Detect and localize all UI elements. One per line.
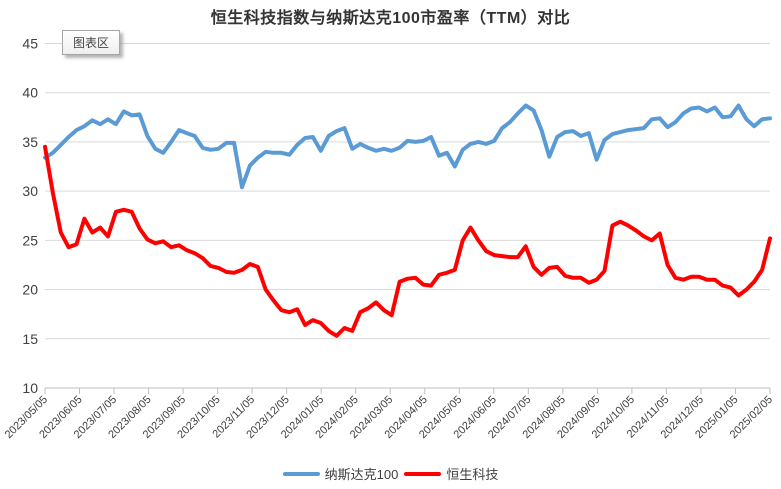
hstech-line[interactable] bbox=[43, 144, 772, 338]
svg-text:35: 35 bbox=[22, 134, 38, 150]
svg-text:45: 45 bbox=[22, 36, 38, 52]
nasdaq100-legend-label: 纳斯达克100 bbox=[324, 467, 399, 482]
legend-item-nasdaq100[interactable]: 纳斯达克100 bbox=[282, 464, 399, 483]
nasdaq100-legend-swatch bbox=[282, 471, 320, 476]
svg-text:20: 20 bbox=[22, 282, 38, 298]
chart-area-tooltip: 图表区 bbox=[62, 30, 121, 55]
svg-text:25: 25 bbox=[22, 232, 38, 248]
y-axis-labels: 10 15 20 25 30 35 40 45 bbox=[22, 36, 38, 397]
hstech-legend-label: 恒生科技 bbox=[446, 467, 499, 482]
svg-text:40: 40 bbox=[22, 85, 38, 101]
gridlines bbox=[45, 43, 770, 340]
svg-text:15: 15 bbox=[22, 331, 38, 347]
svg-text:10: 10 bbox=[22, 380, 38, 396]
nasdaq100-line[interactable] bbox=[43, 103, 772, 190]
x-axis-labels: 2023/05/052023/06/052023/07/052023/08/05… bbox=[3, 394, 775, 441]
hstech-legend-swatch bbox=[404, 471, 442, 476]
legend-item-hstech[interactable]: 恒生科技 bbox=[404, 464, 498, 483]
svg-text:30: 30 bbox=[22, 183, 38, 199]
x-axis bbox=[44, 387, 771, 394]
chart-title: 恒生科技指数与纳斯达克100市盈率（TTM）对比 bbox=[210, 10, 571, 27]
legend: 纳斯达克100 恒生科技 bbox=[0, 464, 781, 483]
